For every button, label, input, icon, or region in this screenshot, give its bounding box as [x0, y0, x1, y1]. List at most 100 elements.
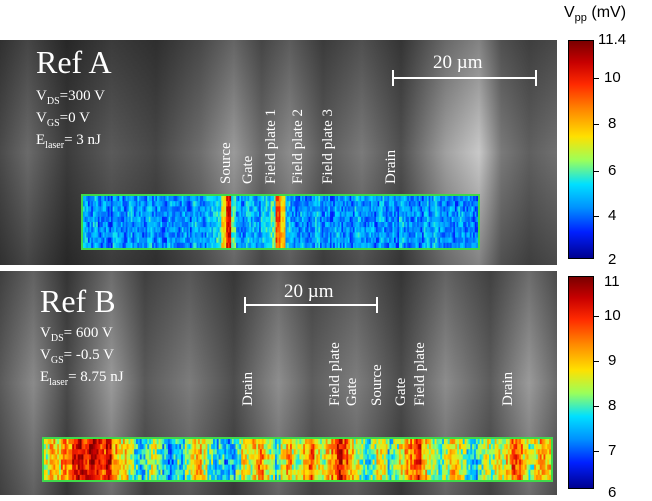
heatmap-cell	[209, 242, 212, 248]
heatmap-cell	[440, 449, 443, 455]
heatmap-cell	[102, 474, 105, 480]
heatmap-cell	[188, 196, 191, 202]
heatmap-cell	[420, 237, 423, 244]
heatmap-cell	[387, 464, 391, 471]
heatmap-cell	[140, 232, 143, 239]
heatmap-cell	[312, 454, 315, 461]
heatmap-cell	[147, 459, 150, 466]
heatmap-cell	[348, 459, 351, 466]
heatmap-cell	[300, 227, 303, 233]
heatmap-cell	[422, 232, 425, 239]
heatmap-cell	[181, 454, 184, 461]
heatmap-cell	[324, 242, 328, 248]
heatmap-cell	[217, 206, 221, 213]
heatmap-cell	[262, 201, 265, 207]
heatmap-cell	[301, 464, 304, 471]
heatmap-cell	[318, 464, 321, 471]
heatmap-cell	[87, 201, 91, 207]
heatmap-cell	[105, 464, 109, 471]
heatmap-cell	[426, 222, 430, 228]
colorbar-a-max: 11.4	[598, 31, 627, 48]
heatmap-cell	[399, 196, 402, 202]
heatmap-cell	[160, 454, 163, 461]
heatmap-cell	[459, 232, 463, 239]
heatmap-cell	[406, 439, 409, 445]
heatmap-cell	[272, 211, 275, 218]
heatmap-cell	[474, 227, 477, 233]
heatmap-cell	[244, 222, 247, 228]
heatmap-cell	[265, 444, 269, 450]
heatmap-cell	[185, 206, 188, 213]
heatmap-cell	[320, 232, 323, 239]
heatmap-cell	[328, 242, 331, 248]
heatmap-cell	[454, 232, 458, 239]
heatmap-cell	[394, 206, 397, 213]
heatmap-cell	[293, 474, 297, 480]
heatmap-cell	[328, 222, 331, 228]
heatmap-cell	[145, 454, 148, 461]
heatmap-cell	[231, 201, 234, 207]
heatmap-cell	[231, 439, 235, 445]
heatmap-cell	[241, 454, 244, 461]
heatmap-cell	[204, 237, 208, 244]
heatmap-cell	[485, 454, 488, 461]
heatmap-cell	[278, 222, 282, 228]
heatmap-cell	[188, 449, 192, 455]
heatmap-cell	[418, 196, 421, 202]
heatmap-cell	[201, 206, 204, 213]
heatmap-cell	[461, 211, 464, 218]
heatmap-cell	[229, 469, 233, 476]
heatmap-cell	[265, 232, 268, 239]
heatmap-cell	[171, 222, 175, 228]
heatmap-cell	[303, 201, 306, 207]
heatmap-cell	[433, 227, 436, 233]
heatmap-cell	[490, 469, 494, 476]
heatmap-cell	[405, 237, 408, 244]
heatmap-cell	[524, 454, 528, 461]
heatmap-cell	[324, 237, 328, 244]
heatmap-cell	[222, 242, 226, 248]
heatmap-cell	[247, 216, 250, 223]
heatmap-cell	[158, 227, 161, 233]
heatmap-cell	[194, 196, 198, 202]
heatmap-cell	[365, 459, 368, 466]
heatmap-cell	[526, 459, 530, 466]
heatmap-cell	[184, 454, 188, 461]
heatmap-cell	[325, 459, 329, 466]
heatmap-cell	[314, 474, 317, 480]
heatmap-cell	[117, 474, 120, 480]
heatmap-cell	[374, 444, 377, 450]
heatmap-cell	[420, 201, 423, 207]
heatmap-cell	[359, 474, 362, 480]
heatmap-cell	[237, 459, 240, 466]
heatmap-cell	[344, 474, 347, 480]
heatmap-cell	[134, 454, 137, 461]
heatmap-cell	[255, 237, 259, 244]
heatmap-cell	[245, 201, 249, 207]
heatmap-cell	[310, 222, 313, 228]
heatmap-cell	[273, 242, 277, 248]
heatmap-cell	[413, 232, 417, 239]
heatmap-cell	[334, 227, 338, 233]
heatmap-cell	[176, 216, 180, 223]
heatmap-cell	[451, 227, 454, 233]
heatmap-cell	[216, 237, 219, 244]
heatmap-cell	[264, 227, 267, 233]
heatmap-cell	[181, 232, 184, 239]
heatmap-cell	[282, 459, 285, 466]
heatmap-cell	[151, 454, 154, 461]
heatmap-cell	[306, 211, 310, 218]
heatmap-cell	[375, 222, 379, 228]
heatmap-cell	[183, 216, 186, 223]
heatmap-cell	[441, 201, 445, 207]
heatmap-cell	[420, 242, 423, 248]
heatmap-cell	[166, 444, 169, 450]
heatmap-cell	[522, 464, 526, 471]
heatmap-cell	[59, 469, 62, 476]
heatmap-cell	[79, 469, 83, 476]
heatmap-cell	[288, 237, 291, 244]
heatmap-cell	[213, 227, 216, 233]
heatmap-cell	[162, 222, 165, 228]
heatmap-cell	[79, 464, 83, 471]
heatmap-cell	[114, 237, 117, 244]
